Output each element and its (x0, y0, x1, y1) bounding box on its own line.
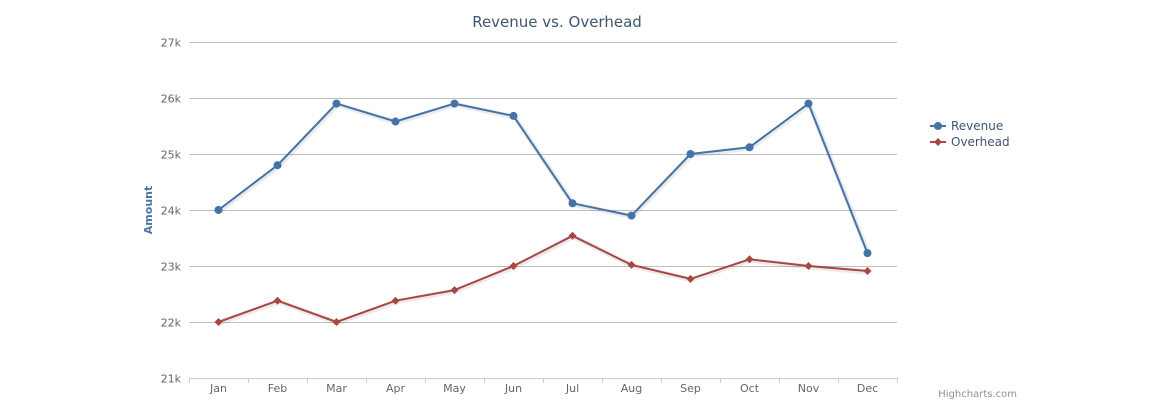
x-tick-label: Jul (565, 382, 579, 395)
x-tick-label: Jan (209, 382, 227, 395)
data-point[interactable] (627, 211, 636, 220)
y-tick-label: 27k (161, 37, 182, 50)
data-point[interactable] (273, 161, 282, 170)
y-tick-label: 26k (161, 93, 182, 106)
data-point[interactable] (391, 296, 400, 305)
series-line (218, 234, 868, 323)
x-tick-label: Oct (740, 382, 760, 395)
data-point[interactable] (804, 99, 813, 108)
y-tick-label: 24k (161, 205, 182, 218)
series-line-shadow (217, 102, 871, 256)
data-point[interactable] (627, 260, 636, 269)
series-layer (214, 99, 872, 326)
data-point[interactable] (450, 99, 459, 108)
x-tick-label: Dec (857, 382, 878, 395)
legend-marker (934, 138, 942, 146)
series-line (217, 102, 869, 254)
data-point[interactable] (745, 143, 754, 152)
data-point[interactable] (214, 206, 223, 214)
chart-title: Revenue vs. Overhead (472, 13, 642, 31)
x-tick-label: Jun (504, 382, 522, 395)
data-point[interactable] (686, 274, 695, 283)
data-point[interactable] (332, 99, 341, 108)
data-point[interactable] (745, 255, 754, 264)
data-point[interactable] (450, 286, 459, 295)
legend-label[interactable]: Revenue (951, 119, 1003, 133)
data-point[interactable] (332, 318, 341, 326)
legend-item-overhead[interactable]: Overhead (930, 135, 1010, 149)
data-point[interactable] (214, 318, 223, 326)
y-tick-label: 23k (161, 261, 182, 274)
y-tick-label: 25k (161, 149, 182, 162)
axis-layer: 21k 22k 23k 24k 25k 26k 27k Jan Feb Mar Apr May Jun J… (161, 37, 898, 395)
legend-item-revenue[interactable]: Revenue (930, 119, 1003, 133)
legend-label[interactable]: Overhead (951, 135, 1010, 149)
y-axis-label: Amount (142, 186, 155, 234)
x-tick-label: Feb (268, 382, 287, 395)
data-point[interactable] (863, 267, 872, 276)
grid-layer (189, 42, 897, 323)
credits-link[interactable]: Highcharts.com (938, 389, 1017, 400)
data-point[interactable] (509, 262, 518, 270)
x-tick-label: Apr (386, 382, 406, 395)
y-tick-label: 22k (161, 317, 182, 330)
x-tick-label: Aug (621, 382, 642, 395)
data-point[interactable] (391, 117, 400, 126)
y-tick-label: 21k (161, 373, 182, 386)
legend-marker (934, 122, 942, 130)
data-point[interactable] (804, 262, 813, 270)
series-overhead (214, 231, 872, 326)
data-point[interactable] (273, 296, 282, 305)
x-tick-label: Mar (326, 382, 347, 395)
data-point[interactable] (568, 199, 577, 208)
x-tick-label: Nov (798, 382, 820, 395)
data-point[interactable] (686, 150, 695, 158)
legend: Revenue Overhead (930, 119, 1010, 149)
series-revenue (214, 99, 872, 258)
x-tick-label: May (443, 382, 466, 395)
x-tick-label: Sep (680, 382, 701, 395)
data-point[interactable] (509, 111, 518, 120)
data-point[interactable] (863, 249, 872, 258)
data-point[interactable] (568, 231, 577, 240)
